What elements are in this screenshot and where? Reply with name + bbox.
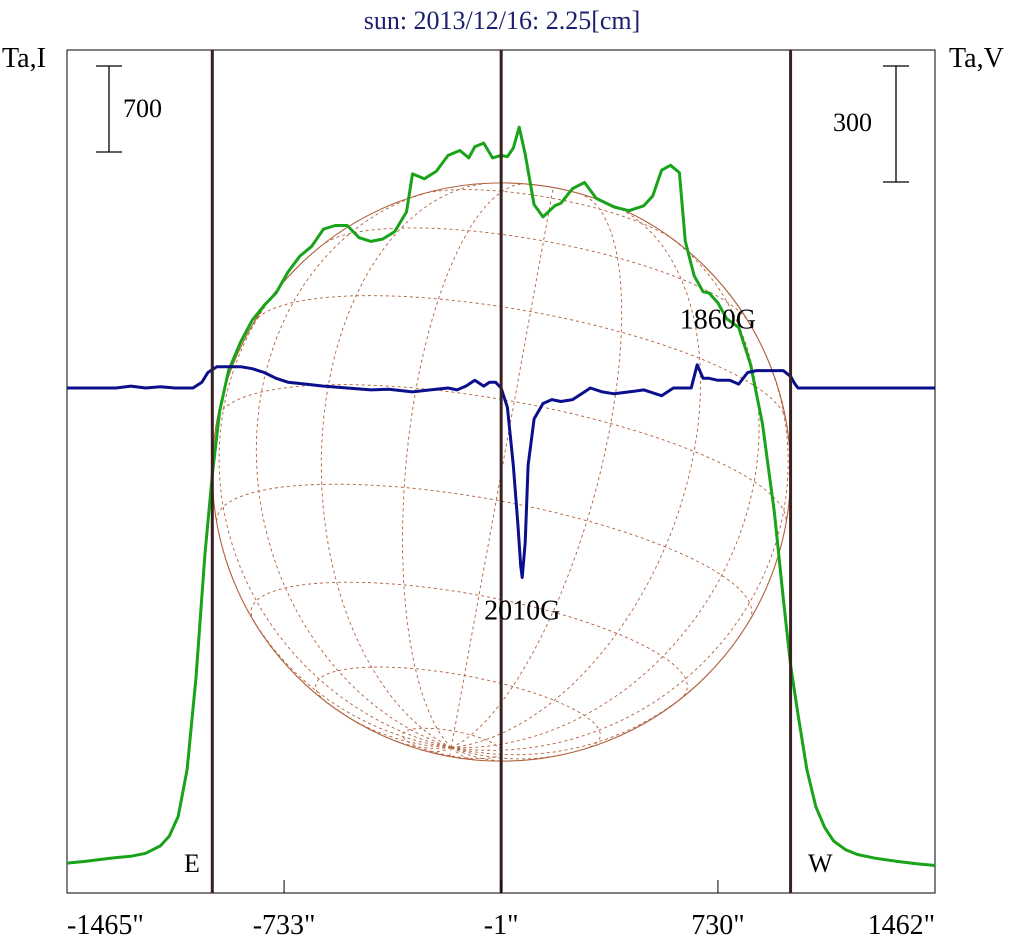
globe-parallel xyxy=(315,666,601,750)
globe-parallel xyxy=(216,384,787,524)
right-axis-label: Ta,V xyxy=(949,43,1004,74)
x-tick-label: -1" xyxy=(484,910,519,941)
globe-meridian xyxy=(451,747,476,761)
field-annotation-label: 1860G xyxy=(680,304,756,335)
intensity-scale-bar xyxy=(96,65,122,153)
solar-globe xyxy=(211,182,792,762)
x-tick-label: 1462" xyxy=(868,910,935,941)
globe-parallel xyxy=(250,581,688,700)
globe-parallel xyxy=(253,295,787,420)
intensity-scale-label: 700 xyxy=(123,94,162,123)
globe-meridian xyxy=(450,187,554,748)
limb-lines xyxy=(210,50,793,893)
intensity-series-line xyxy=(66,125,936,867)
globe-meridian xyxy=(320,182,487,748)
globe-meridian xyxy=(451,206,701,749)
chart-title: sun: 2013/12/16: 2.25[cm] xyxy=(364,6,641,35)
globe-meridian xyxy=(255,192,452,749)
polarization-scale-label: 300 xyxy=(833,108,872,137)
globe-parallel xyxy=(216,483,753,619)
globe-meridian xyxy=(341,712,452,749)
globe-meridian xyxy=(451,747,566,760)
globe-meridian xyxy=(451,194,623,749)
globe-meridian xyxy=(449,747,452,757)
globe-meridian xyxy=(424,747,452,753)
globe-meridian xyxy=(243,602,452,749)
globe-parallel xyxy=(325,227,748,320)
polarization-scale-bar xyxy=(883,65,909,183)
x-tick-label: -733" xyxy=(253,910,316,941)
series-layer xyxy=(66,125,936,867)
annotations: 1860G 2010G xyxy=(484,304,756,626)
globe-meridian xyxy=(394,740,452,749)
globe-parallel xyxy=(420,189,675,241)
globe-meridian xyxy=(402,183,523,748)
globe-meridian xyxy=(451,237,760,749)
x-tick-label: 730" xyxy=(691,910,744,941)
east-limb-label: E xyxy=(184,849,200,878)
west-limb-label: W xyxy=(808,849,833,878)
globe-meridian xyxy=(218,268,452,749)
globe-meridian xyxy=(451,747,508,762)
left-axis-label: Ta,I xyxy=(2,43,46,74)
field-annotation-label: 2010G xyxy=(484,595,560,626)
x-axis-ticks: -1465" -733" -1" 730" 1462" xyxy=(66,880,936,941)
polarization-series-line xyxy=(67,363,935,579)
x-tick-label: -1465" xyxy=(67,910,144,941)
globe-meridian xyxy=(451,684,698,756)
globe-meridian xyxy=(451,354,789,751)
